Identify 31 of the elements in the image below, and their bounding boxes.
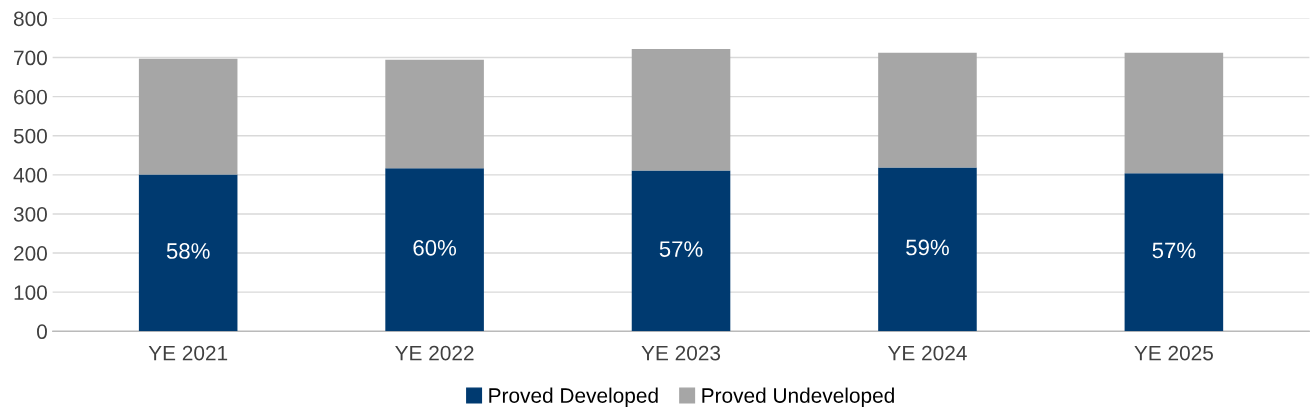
bar: [138, 58, 238, 175]
bar: [878, 52, 977, 168]
bar: [878, 167, 977, 332]
bar: [631, 48, 731, 171]
y-tick-label: 500: [13, 128, 47, 144]
annotation: 58%: [166, 243, 210, 259]
annotation: 60%: [413, 239, 457, 256]
x-tick-label: YE 2022: [395, 345, 474, 361]
y-tick-label: 0: [37, 324, 47, 340]
y-tick-label: 100: [14, 285, 47, 300]
y-tick-label: 300: [13, 206, 47, 222]
legend-label: Proved Developed: [489, 387, 658, 408]
annotation: 57%: [659, 241, 703, 257]
y-tick-label: 200: [14, 246, 47, 261]
x-tick-label: YE 2025: [1134, 345, 1213, 361]
bar: [1124, 173, 1224, 332]
bar: [385, 59, 484, 169]
x-tick-label: YE 2023: [641, 345, 721, 361]
bar: [1124, 52, 1224, 174]
bar: [138, 174, 238, 332]
bar: [385, 168, 484, 332]
legend-label: Proved Undeveloped: [702, 387, 894, 408]
y-tick-label: 400: [13, 167, 47, 183]
bar: [631, 170, 731, 332]
y-tick-label: 600: [14, 89, 47, 105]
x-tick-label: YE 2024: [887, 345, 967, 361]
annotation: 57%: [1152, 242, 1196, 259]
annotation: 59%: [906, 239, 949, 256]
x-tick-label: YE 2021: [148, 345, 228, 361]
y-tick-label: 800: [13, 11, 47, 27]
y-tick-label: 700: [14, 50, 47, 66]
